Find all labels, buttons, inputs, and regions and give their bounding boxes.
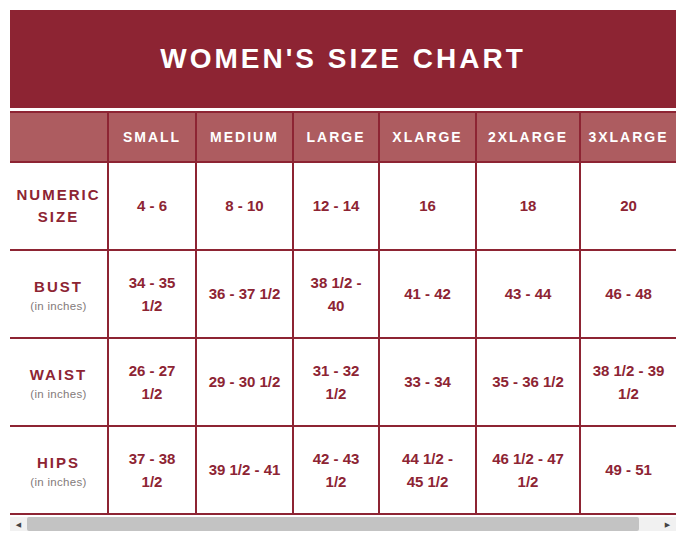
size-cell-bust-medium: 36 - 37 1/2 xyxy=(197,251,294,339)
column-header-small: SMALL xyxy=(109,111,197,163)
column-header-large: LARGE xyxy=(294,111,380,163)
scroll-right-button[interactable]: ▶ xyxy=(659,517,676,531)
size-cell-numeric-xlarge: 16 xyxy=(380,163,477,251)
size-cell-hips-large: 42 - 43 1/2 xyxy=(294,427,380,515)
size-cell-hips-small: 37 - 38 1/2 xyxy=(109,427,197,515)
row-label-waist: WAIST (in inches) xyxy=(10,339,109,427)
size-cell-hips-xlarge: 44 1/2 - 45 1/2 xyxy=(380,427,477,515)
size-cell-waist-2xlarge: 35 - 36 1/2 xyxy=(477,339,581,427)
page-title: WOMEN'S SIZE CHART xyxy=(160,43,526,75)
scrollbar-thumb[interactable] xyxy=(27,517,639,531)
size-cell-bust-large: 38 1/2 - 40 xyxy=(294,251,380,339)
scroll-right-icon: ▶ xyxy=(665,521,670,528)
size-cell-numeric-2xlarge: 18 xyxy=(477,163,581,251)
row-label-text: NUMERIC SIZE xyxy=(14,184,103,229)
size-cell-numeric-3xlarge: 20 xyxy=(581,163,676,251)
size-cell-hips-3xlarge: 49 - 51 xyxy=(581,427,676,515)
column-header-medium: MEDIUM xyxy=(197,111,294,163)
row-sublabel-text: (in inches) xyxy=(30,388,86,400)
column-header-3xlarge: 3XLARGE xyxy=(581,111,676,163)
size-cell-numeric-medium: 8 - 10 xyxy=(197,163,294,251)
size-chart-container: WOMEN'S SIZE CHART SMALL MEDIUM LARGE XL… xyxy=(10,10,676,531)
size-cell-numeric-large: 12 - 14 xyxy=(294,163,380,251)
size-cell-waist-large: 31 - 32 1/2 xyxy=(294,339,380,427)
row-label-text: BUST xyxy=(34,276,83,299)
horizontal-scrollbar[interactable]: ◀ ▶ xyxy=(10,517,676,531)
size-cell-numeric-small: 4 - 6 xyxy=(109,163,197,251)
scroll-left-button[interactable]: ◀ xyxy=(10,517,27,531)
size-cell-bust-3xlarge: 46 - 48 xyxy=(581,251,676,339)
size-cell-waist-xlarge: 33 - 34 xyxy=(380,339,477,427)
column-header-2xlarge: 2XLARGE xyxy=(477,111,581,163)
size-cell-bust-2xlarge: 43 - 44 xyxy=(477,251,581,339)
scrollbar-track[interactable] xyxy=(27,517,659,531)
size-cell-hips-medium: 39 1/2 - 41 xyxy=(197,427,294,515)
row-label-bust: BUST (in inches) xyxy=(10,251,109,339)
size-cell-bust-small: 34 - 35 1/2 xyxy=(109,251,197,339)
size-cell-waist-small: 26 - 27 1/2 xyxy=(109,339,197,427)
row-label-hips: HIPS (in inches) xyxy=(10,427,109,515)
size-cell-bust-xlarge: 41 - 42 xyxy=(380,251,477,339)
size-cell-waist-medium: 29 - 30 1/2 xyxy=(197,339,294,427)
row-sublabel-text: (in inches) xyxy=(30,300,86,312)
row-label-text: WAIST xyxy=(30,364,88,387)
scroll-left-icon: ◀ xyxy=(16,521,21,528)
size-chart-table: SMALL MEDIUM LARGE XLARGE 2XLARGE 3XLARG… xyxy=(10,111,676,515)
column-header-xlarge: XLARGE xyxy=(380,111,477,163)
title-bar: WOMEN'S SIZE CHART xyxy=(10,10,676,108)
row-label-text: HIPS xyxy=(37,452,80,475)
row-label-numeric-size: NUMERIC SIZE xyxy=(10,163,109,251)
size-cell-waist-3xlarge: 38 1/2 - 39 1/2 xyxy=(581,339,676,427)
row-sublabel-text: (in inches) xyxy=(30,476,86,488)
size-cell-hips-2xlarge: 46 1/2 - 47 1/2 xyxy=(477,427,581,515)
column-header-blank xyxy=(10,111,109,163)
